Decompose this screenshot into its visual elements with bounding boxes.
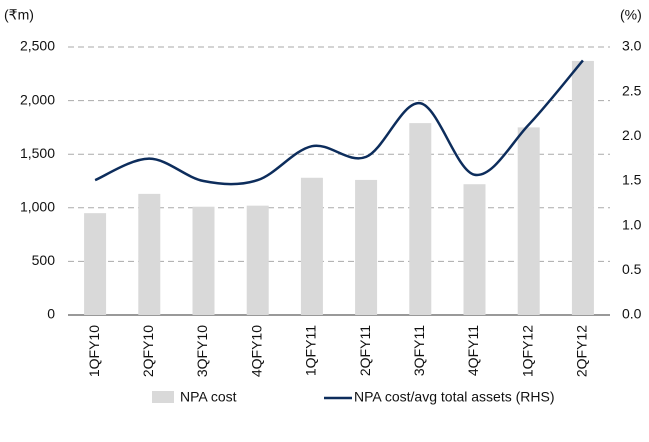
x-tick-label: 2QFY10 bbox=[140, 325, 156, 377]
x-tick-label: 3QFY10 bbox=[194, 325, 210, 377]
x-tick-label: 4QFY10 bbox=[248, 325, 264, 377]
x-tick-label: 1QFY12 bbox=[519, 325, 535, 377]
bar bbox=[571, 60, 594, 315]
bar bbox=[300, 177, 323, 315]
y2-tick-label: 2.0 bbox=[622, 127, 642, 143]
bar bbox=[409, 123, 432, 315]
y-tick-label: 2,500 bbox=[20, 38, 55, 54]
x-tick-label: 3QFY11 bbox=[411, 325, 427, 376]
y-axis-label: (₹m) bbox=[4, 7, 34, 23]
x-tick-label: 2QFY12 bbox=[574, 325, 590, 377]
legend-label: NPA cost/avg total assets (RHS) bbox=[354, 389, 554, 405]
x-tick-label: 1QFY10 bbox=[86, 325, 102, 377]
y-tick-label: 0 bbox=[47, 306, 55, 322]
bar bbox=[463, 184, 486, 315]
bar bbox=[192, 206, 215, 315]
y2-tick-label: 1.0 bbox=[622, 216, 642, 232]
y-tick-label: 1,000 bbox=[20, 199, 55, 215]
legend-swatch bbox=[152, 391, 174, 403]
bar bbox=[355, 179, 378, 315]
x-tick-label: 4QFY11 bbox=[465, 325, 481, 376]
y2-axis-label: (%) bbox=[620, 7, 642, 23]
bar bbox=[246, 205, 269, 315]
bar bbox=[84, 213, 107, 315]
y2-tick-label: 3.0 bbox=[622, 38, 642, 54]
y2-tick-label: 0.0 bbox=[622, 306, 642, 322]
y-tick-label: 1,500 bbox=[20, 145, 55, 161]
x-tick-label: 1QFY11 bbox=[303, 325, 319, 376]
y2-tick-label: 0.5 bbox=[622, 261, 642, 277]
line bbox=[94, 59, 584, 186]
y2-tick-label: 2.5 bbox=[622, 82, 642, 98]
y2-tick-label: 1.5 bbox=[622, 172, 642, 188]
y-tick-label: 500 bbox=[32, 252, 56, 268]
bar bbox=[138, 193, 161, 315]
y-tick-label: 2,000 bbox=[20, 91, 55, 107]
legend-label: NPA cost bbox=[180, 389, 237, 405]
x-tick-label: 2QFY11 bbox=[357, 325, 373, 376]
bar bbox=[517, 127, 540, 316]
